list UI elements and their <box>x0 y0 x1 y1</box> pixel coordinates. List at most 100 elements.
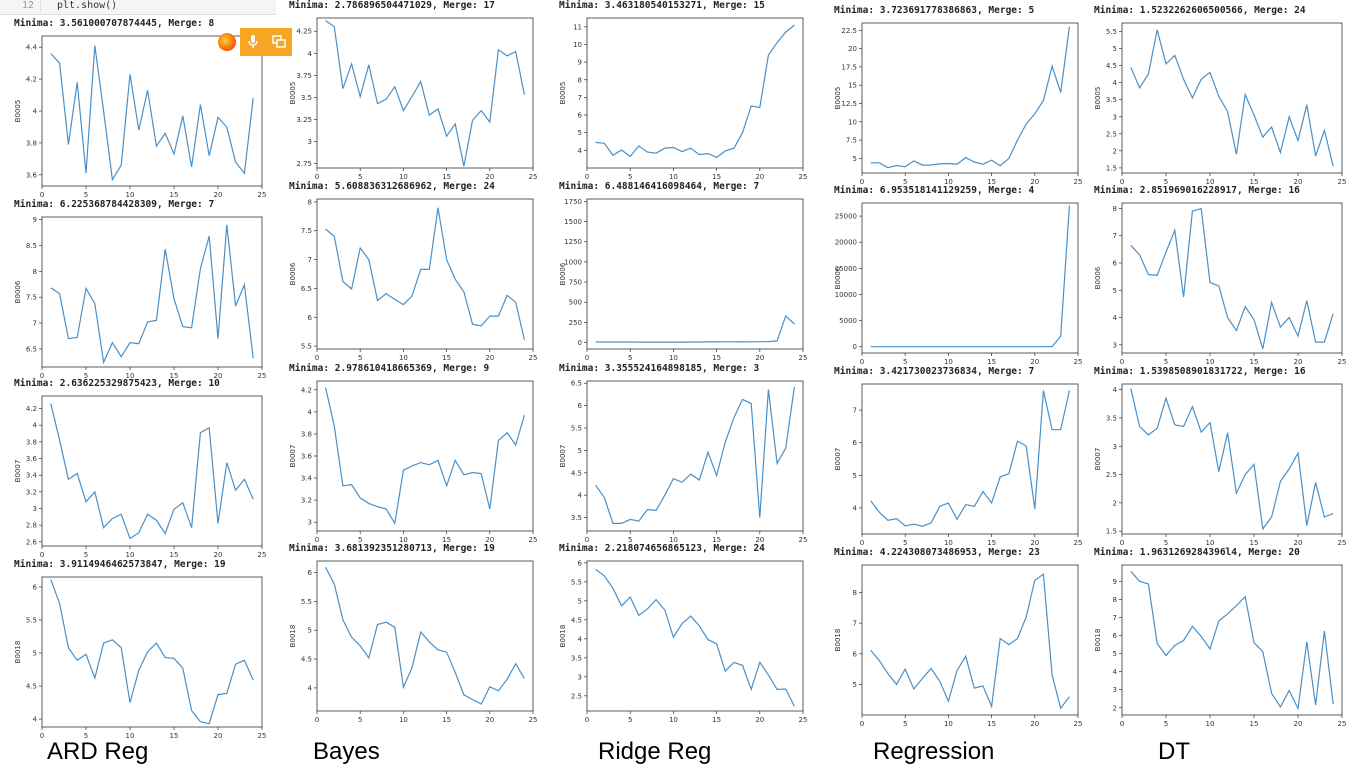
plot-frame <box>41 576 263 728</box>
y-tick-label: 4 <box>578 492 583 500</box>
x-tick-label: 25 <box>529 173 538 181</box>
chart-title: Minima: 5.608836312686962, Merge: 24 <box>289 181 495 192</box>
x-tick-label: 25 <box>1338 720 1347 728</box>
y-tick-label: 2.5 <box>571 692 582 700</box>
line-chart: 0 5 10 15 20 25 3.5 4 4.5 5 5.5 6 6.5 B0007 <box>559 380 807 544</box>
y-tick-label: 7 <box>853 407 857 415</box>
series-line <box>870 205 1070 348</box>
y-axis-label: B0018 <box>559 625 567 648</box>
y-tick-label: 8 <box>1113 205 1117 213</box>
x-tick-label: 15 <box>442 354 451 362</box>
x-tick-label: 5 <box>84 191 88 199</box>
x-tick-label: 20 <box>755 536 764 544</box>
x-tick-label: 15 <box>987 720 996 728</box>
y-tick-label: 1250 <box>564 238 582 246</box>
x-tick-label: 5 <box>358 716 362 724</box>
firefox-icon[interactable] <box>214 28 240 56</box>
plot-frame <box>861 383 1079 535</box>
y-tick-label: 3.6 <box>26 455 38 463</box>
y-tick-label: 4 <box>33 422 38 430</box>
y-tick-label: 2 <box>1113 147 1117 155</box>
y-tick-label: 250 <box>569 319 582 327</box>
y-axis-label: B0007 <box>834 448 842 471</box>
x-tick-label: 20 <box>1294 720 1303 728</box>
x-tick-label: 5 <box>903 539 907 547</box>
x-tick-label: 0 <box>860 178 864 186</box>
x-tick-label: 15 <box>170 372 179 380</box>
chart-title: Minima: 2.851969016228917, Merge: 16 <box>1094 185 1300 196</box>
x-tick-label: 10 <box>126 191 135 199</box>
y-axis-label: B0018 <box>1094 629 1102 652</box>
y-tick-label: 5 <box>853 155 857 163</box>
x-tick-label: 15 <box>1250 539 1259 547</box>
plot-frame <box>316 198 534 350</box>
y-tick-label: 4 <box>578 147 583 155</box>
y-tick-label: 3.8 <box>26 438 37 446</box>
y-axis-label: B0006 <box>559 262 567 285</box>
y-tick-label: 4 <box>1113 668 1118 676</box>
y-tick-label: 6 <box>853 439 858 447</box>
plot-frame <box>586 17 804 169</box>
y-tick-label: 4.2 <box>26 76 37 84</box>
x-tick-label: 25 <box>1074 178 1083 186</box>
x-tick-label: 0 <box>860 358 864 366</box>
y-tick-label: 2 <box>1113 499 1117 507</box>
plot-frame <box>861 22 1079 174</box>
series-line <box>50 224 254 365</box>
line-chart: 0 5 10 15 20 25 2 3 4 5 6 7 8 9 B0018 <box>1094 564 1347 728</box>
line-chart: 0 5 10 15 20 25 4 4.5 5 5.5 6 B0018 <box>289 560 537 724</box>
y-tick-label: 0 <box>853 343 857 351</box>
x-tick-label: 15 <box>1250 178 1259 186</box>
y-tick-label: 4 <box>1113 314 1118 322</box>
y-tick-label: 4 <box>1113 386 1118 394</box>
line-chart: 0 5 10 15 20 25 4 5 6 7 B0007 <box>834 383 1082 547</box>
y-tick-label: 4 <box>308 50 313 58</box>
x-tick-label: 20 <box>1030 358 1039 366</box>
plot-frame <box>1121 383 1343 535</box>
chart-title: Minima: 3.561000707874445, Merge: 8 <box>14 18 215 29</box>
y-tick-label: 3.5 <box>301 94 312 102</box>
line-chart: 0 5 10 15 20 25 5.5 6 6.5 7 7.5 8 B0006 <box>289 198 537 362</box>
line-chart: 0 5 10 15 20 25 2.5 3 3.5 4 4.5 5 5.5 6 B0018 <box>559 559 807 724</box>
x-tick-label: 15 <box>170 191 179 199</box>
y-tick-label: 8 <box>578 76 582 84</box>
y-tick-label: 3 <box>578 673 582 681</box>
x-tick-label: 5 <box>358 354 362 362</box>
y-tick-label: 3 <box>1113 341 1117 349</box>
series-line <box>1130 388 1334 531</box>
line-chart: 0 5 10 15 20 25 3 3.2 3.4 3.6 3.8 4 4.2 B0007 <box>289 380 537 544</box>
x-tick-label: 0 <box>860 539 864 547</box>
plot-frame <box>586 198 804 350</box>
x-tick-label: 5 <box>903 720 907 728</box>
x-tick-label: 20 <box>755 173 764 181</box>
x-tick-label: 20 <box>1294 358 1303 366</box>
plot-frame <box>861 202 1079 354</box>
y-tick-label: 4 <box>853 504 858 512</box>
x-tick-label: 15 <box>987 358 996 366</box>
microphone-icon[interactable] <box>240 28 266 56</box>
y-tick-label: 5 <box>578 447 582 455</box>
y-tick-label: 8 <box>1113 596 1117 604</box>
line-chart: 0 5 10 15 20 25 6.5 7 7.5 8 8.5 9 B0006 <box>14 216 266 380</box>
x-tick-label: 25 <box>799 173 808 181</box>
plot-frame <box>41 216 263 368</box>
y-tick-label: 5.5 <box>571 578 582 586</box>
x-tick-label: 5 <box>1164 358 1168 366</box>
screen-share-icon[interactable] <box>266 28 292 56</box>
x-tick-label: 20 <box>1294 178 1303 186</box>
x-tick-label: 15 <box>1250 720 1259 728</box>
x-tick-label: 10 <box>126 372 135 380</box>
line-number: 12 <box>0 0 41 11</box>
y-axis-label: B0018 <box>289 625 297 648</box>
y-tick-label: 4.2 <box>301 386 312 394</box>
line-chart: 0 5 10 15 20 2502505007501000125015001750B000… <box>559 198 807 362</box>
y-axis-label: B0018 <box>834 629 842 652</box>
line-chart: 0 5 10 15 20 25 5 7.5 10 12.5 15 17.5 20 22.5 B0005 <box>834 22 1083 186</box>
x-tick-label: 5 <box>84 551 88 559</box>
x-tick-label: 5 <box>358 173 362 181</box>
x-tick-label: 20 <box>485 536 494 544</box>
x-tick-label: 10 <box>399 536 408 544</box>
x-tick-label: 15 <box>712 716 721 724</box>
x-tick-label: 15 <box>712 536 721 544</box>
y-tick-label: 6 <box>1113 632 1118 640</box>
